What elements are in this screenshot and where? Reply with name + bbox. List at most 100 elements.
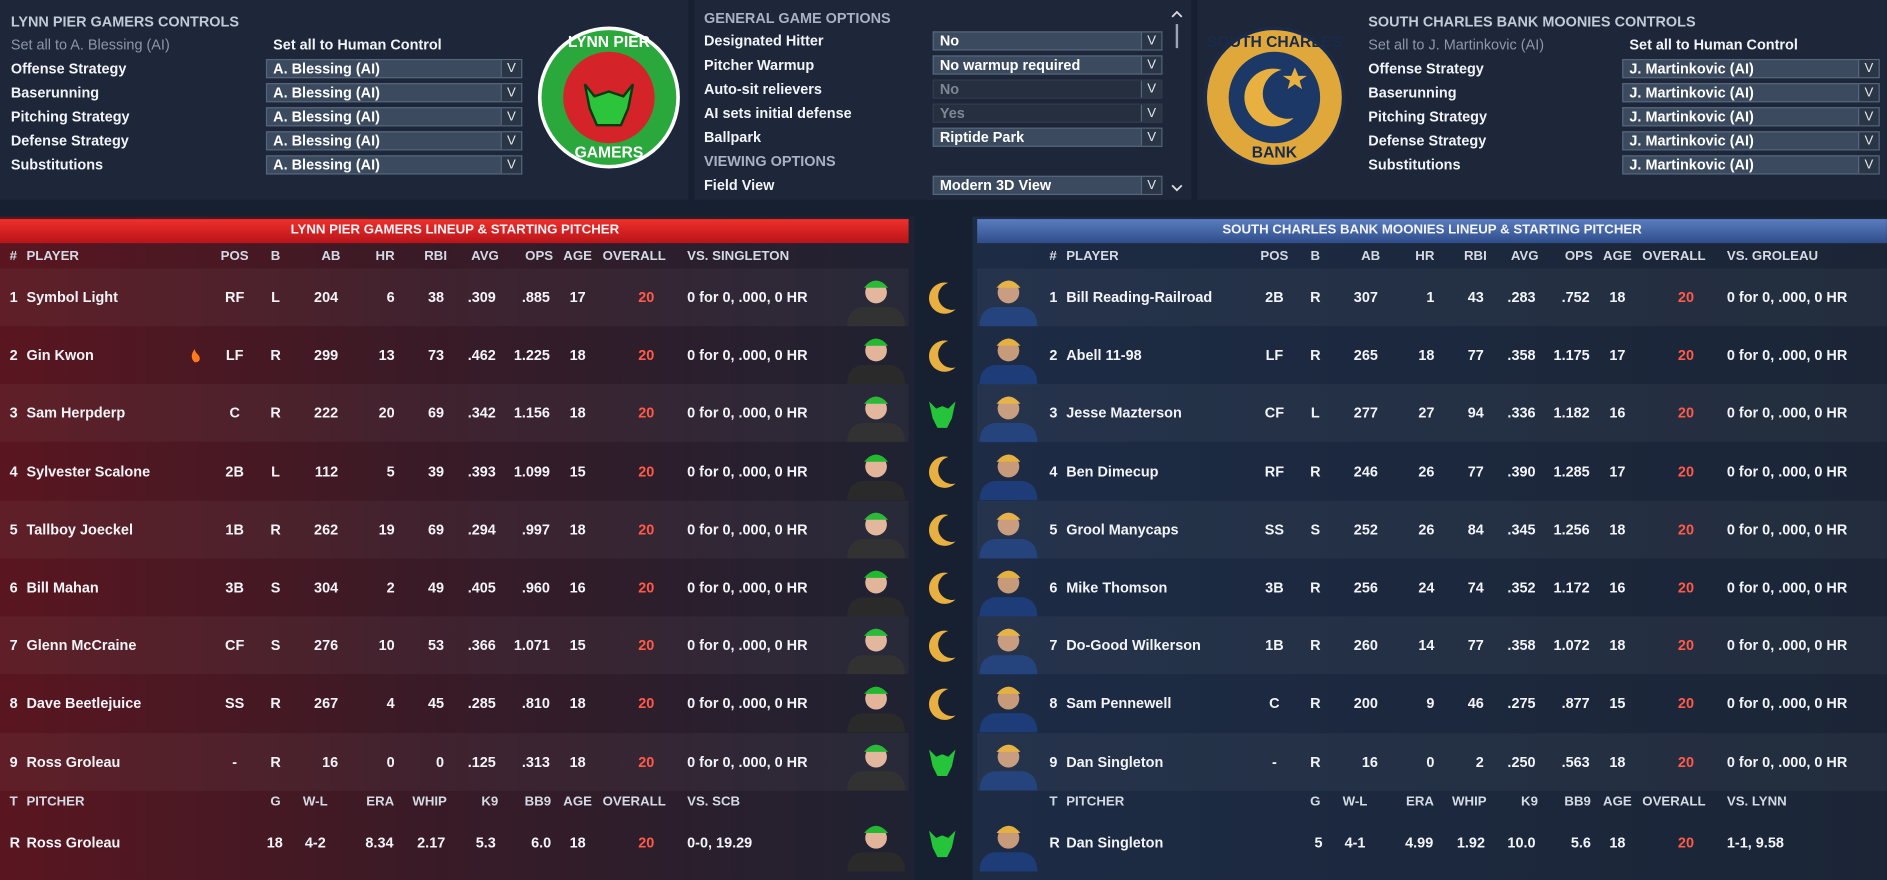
player-name[interactable]: Dave Beetlejuice	[26, 695, 142, 712]
dropdown-value[interactable]: J. Martinkovic (AI)	[1629, 156, 1754, 174]
column-header: T	[1049, 794, 1058, 809]
dropdown[interactable]: V	[932, 31, 1163, 51]
player-name[interactable]: Ross Groleau	[26, 753, 121, 770]
column-header: HR	[1415, 249, 1435, 264]
player-name[interactable]: Do-Good Wilkerson	[1066, 637, 1201, 654]
dropdown-value[interactable]: A. Blessing (AI)	[273, 60, 380, 78]
dropdown-value[interactable]: No warmup required	[939, 56, 1081, 74]
dropdown[interactable]: V	[1622, 155, 1880, 175]
dropdown-value[interactable]: No	[939, 32, 960, 50]
dropdown-arrow[interactable]: V	[1858, 60, 1879, 78]
dropdown-value[interactable]: A. Blessing (AI)	[273, 108, 380, 126]
stat: 0 for 0, .000, 0 HR	[687, 346, 808, 364]
dropdown-arrow[interactable]: V	[500, 156, 522, 174]
dropdown[interactable]: V	[1622, 131, 1880, 151]
stat: 20	[638, 404, 655, 422]
dropdown[interactable]: V	[265, 58, 523, 79]
dropdown[interactable]: V	[932, 79, 1163, 99]
dropdown-value[interactable]: J. Martinkovic (AI)	[1629, 108, 1754, 126]
dropdown-arrow[interactable]: V	[1140, 128, 1162, 146]
dropdown[interactable]: V	[265, 131, 523, 151]
player-name[interactable]: Dan Singleton	[1066, 753, 1164, 770]
column-header: RBI	[424, 249, 448, 264]
column-header: POS	[1260, 249, 1289, 264]
stat: 15	[569, 462, 586, 480]
dropdown-arrow[interactable]: V	[1858, 108, 1879, 126]
stat: 1	[9, 288, 18, 306]
set-all-ai[interactable]: Set all to J. Martinkovic (AI)	[1368, 36, 1545, 53]
dropdown-value[interactable]: J. Martinkovic (AI)	[1629, 60, 1754, 78]
pitcher-name[interactable]: Dan Singleton	[1066, 834, 1164, 852]
stat: 19	[378, 521, 395, 538]
player-name[interactable]: Tallboy Joeckel	[26, 521, 133, 538]
dropdown-arrow[interactable]: V	[1858, 132, 1879, 150]
column-header: #	[9, 249, 17, 264]
stat: 5.6	[1570, 834, 1591, 852]
dropdown-arrow[interactable]: V	[500, 84, 522, 102]
dropdown-arrow[interactable]: V	[500, 132, 522, 150]
dropdown-arrow[interactable]: V	[1140, 80, 1162, 98]
dropdown-value[interactable]: A. Blessing (AI)	[273, 156, 380, 174]
stat: 20	[638, 579, 655, 596]
dropdown-value[interactable]: A. Blessing (AI)	[273, 132, 380, 150]
dropdown-value[interactable]: No	[939, 80, 960, 98]
dropdown[interactable]: V	[265, 83, 523, 103]
dropdown[interactable]: V	[265, 107, 523, 127]
dropdown-arrow[interactable]: V	[500, 108, 522, 126]
player-name[interactable]: Jesse Mazterson	[1066, 404, 1182, 422]
stat: 18	[1609, 288, 1626, 306]
player-name[interactable]: Sylvester Scalone	[26, 462, 151, 480]
column-header: K9	[481, 794, 499, 809]
column-header: PITCHER	[1066, 794, 1125, 809]
stat: 0 for 0, .000, 0 HR	[1726, 288, 1848, 306]
dropdown[interactable]: V	[932, 127, 1163, 147]
player-name[interactable]: Glenn McCraine	[26, 637, 137, 654]
dropdown[interactable]: V	[1622, 107, 1880, 127]
set-all-human[interactable]: Set all to Human Control	[1629, 36, 1798, 53]
set-all-human[interactable]: Set all to Human Control	[273, 36, 442, 53]
left-lineup-bg	[0, 216, 915, 880]
dropdown[interactable]: V	[265, 155, 523, 175]
dropdown-arrow[interactable]: V	[500, 60, 522, 78]
dropdown-arrow[interactable]: V	[1140, 56, 1162, 74]
dropdown[interactable]: V	[932, 175, 1163, 196]
pitcher-name[interactable]: Ross Groleau	[26, 834, 121, 852]
logo-text: BANK	[1251, 143, 1298, 162]
player-name[interactable]: Ben Dimecup	[1066, 462, 1159, 480]
stat: 1.256	[1553, 521, 1590, 538]
player-name[interactable]: Bill Mahan	[26, 579, 99, 596]
dropdown-value[interactable]: J. Martinkovic (AI)	[1629, 84, 1754, 102]
dropdown-arrow[interactable]: V	[1140, 176, 1162, 194]
stat: 20	[1677, 695, 1695, 712]
player-name[interactable]: Sam Herpderp	[26, 404, 126, 422]
dropdown[interactable]: V	[1622, 83, 1880, 103]
dropdown[interactable]: V	[932, 103, 1163, 123]
player-name[interactable]: Mike Thomson	[1066, 579, 1168, 596]
player-name[interactable]: Abell 11-98	[1066, 346, 1142, 364]
dropdown[interactable]: V	[1622, 58, 1880, 79]
stat: 0 for 0, .000, 0 HR	[1726, 753, 1848, 770]
column-header: B	[270, 249, 281, 264]
player-name[interactable]: Symbol Light	[26, 288, 118, 306]
player-name[interactable]: Bill Reading-Railroad	[1066, 288, 1213, 306]
row-band	[0, 384, 909, 443]
row-band	[977, 384, 1887, 443]
dropdown-arrow[interactable]: V	[1858, 84, 1879, 102]
portrait-body	[979, 713, 1038, 733]
set-all-ai[interactable]: Set all to A. Blessing (AI)	[10, 36, 170, 53]
player-name[interactable]: Gin Kwon	[26, 346, 94, 364]
player-name[interactable]: Grool Manycaps	[1066, 521, 1179, 538]
stat: SS	[225, 695, 245, 712]
dropdown[interactable]: V	[932, 55, 1163, 75]
dropdown-arrow[interactable]: V	[1858, 156, 1879, 174]
dropdown-value[interactable]: J. Martinkovic (AI)	[1629, 132, 1754, 150]
dropdown-value[interactable]: Riptide Park	[939, 128, 1025, 146]
dropdown-arrow[interactable]: V	[1140, 104, 1162, 122]
dropdown-value[interactable]: Yes	[939, 104, 965, 122]
dropdown-value[interactable]: Modern 3D View	[939, 176, 1052, 194]
player-name[interactable]: Sam Pennewell	[1066, 695, 1172, 712]
dropdown-arrow[interactable]: V	[1140, 32, 1162, 50]
stat: 0	[1426, 753, 1435, 770]
dropdown-value[interactable]: A. Blessing (AI)	[273, 84, 380, 102]
